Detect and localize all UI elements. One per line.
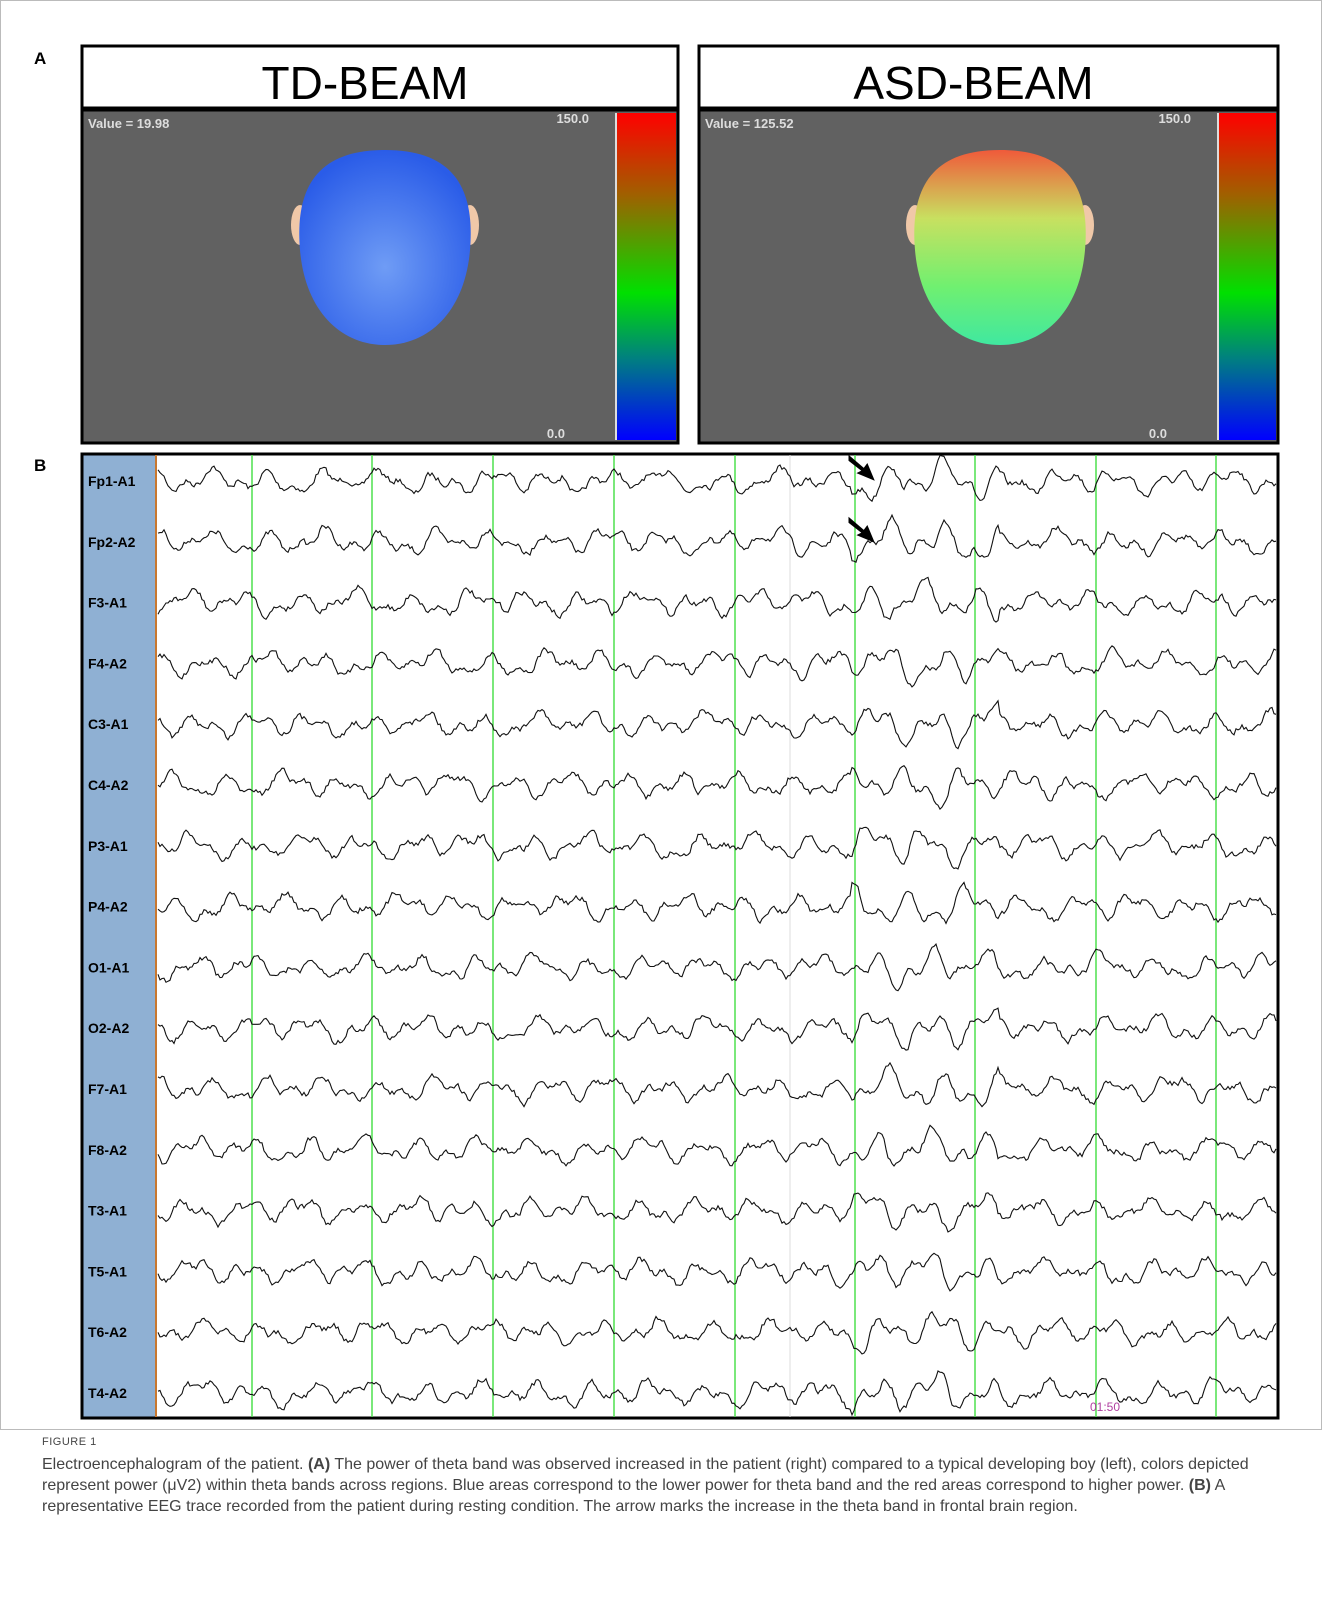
caption-part-text: A representative EEG trace recorded from… [42,1477,1225,1515]
channel-column [83,455,156,1417]
eeg-trace [157,1192,1277,1233]
eeg-frame [80,452,1280,1420]
eeg-trace [157,881,1277,925]
head [914,150,1086,345]
title-box [697,44,1280,110]
channel-label: F3-A1 [88,595,127,611]
caption-part-text: The power of theta band was observed inc… [42,1456,1249,1494]
channel-label: P3-A1 [88,838,128,854]
scale-min: 0.0 [1149,426,1167,441]
eeg-trace [157,576,1277,623]
channel-label: T3-A1 [88,1203,127,1219]
channel-label: C4-A2 [88,777,129,793]
eeg-trace [157,513,1277,564]
color-bar [617,113,676,440]
panel-label: B [34,456,46,475]
caption-intro: Electroencephalogram of the patient. [42,1456,304,1473]
value-text: Value = 19.98 [88,116,169,131]
arrow [848,454,875,481]
channel-label: O1-A1 [88,959,129,975]
channel-label: F4-A2 [88,655,127,671]
channel-label: T6-A2 [88,1324,127,1340]
caption-part-label: (B) [1188,1477,1211,1494]
figure-label: FIGURE 1 [42,1436,97,1448]
channel-label: C3-A1 [88,716,129,732]
channel-label: O2-A2 [88,1020,129,1036]
eeg-trace [157,1310,1277,1355]
scale-min: 0.0 [547,426,565,441]
caption: FIGURE 1 Electroencephalogram of the pat… [42,1436,1292,1517]
scale-max: 150.0 [556,111,589,126]
arrow [848,516,875,543]
panel-label: A [34,49,46,68]
scale-max: 150.0 [1158,111,1191,126]
eeg-trace [157,645,1277,688]
channel-label: F7-A1 [88,1081,127,1097]
channel-label: T4-A2 [88,1385,127,1401]
eeg-trace [157,942,1277,992]
eeg-trace [157,699,1277,750]
caption-text: Electroencephalogram of the patient. (A)… [42,1454,1292,1517]
value-text: Value = 125.52 [705,116,794,131]
channel-label: Fp1-A1 [88,473,136,489]
eeg-trace [157,1370,1277,1417]
eeg-trace [157,1061,1277,1108]
eeg-trace [157,1007,1277,1051]
channel-label: F8-A2 [88,1142,127,1158]
caption-part-label: (A) [307,1456,331,1473]
head [299,150,471,345]
color-bar [1219,113,1276,440]
map-title: ASD-BEAM [853,57,1093,109]
eeg-trace [157,765,1277,811]
channel-label: P4-A2 [88,899,128,915]
figure: A TD-BEAM Value = 19.98 150.0 0.0 ASD-BEAM Val… [0,0,1322,1430]
time-label: 01:50 [1090,1400,1120,1414]
title-box [80,44,680,110]
eeg-trace [157,826,1277,870]
eeg-trace [157,1124,1277,1167]
eeg-trace [157,1252,1277,1292]
eeg-trace [157,454,1277,503]
channel-label: Fp2-A2 [88,534,136,550]
channel-label: T5-A1 [88,1263,127,1279]
map-title: TD-BEAM [262,57,469,109]
